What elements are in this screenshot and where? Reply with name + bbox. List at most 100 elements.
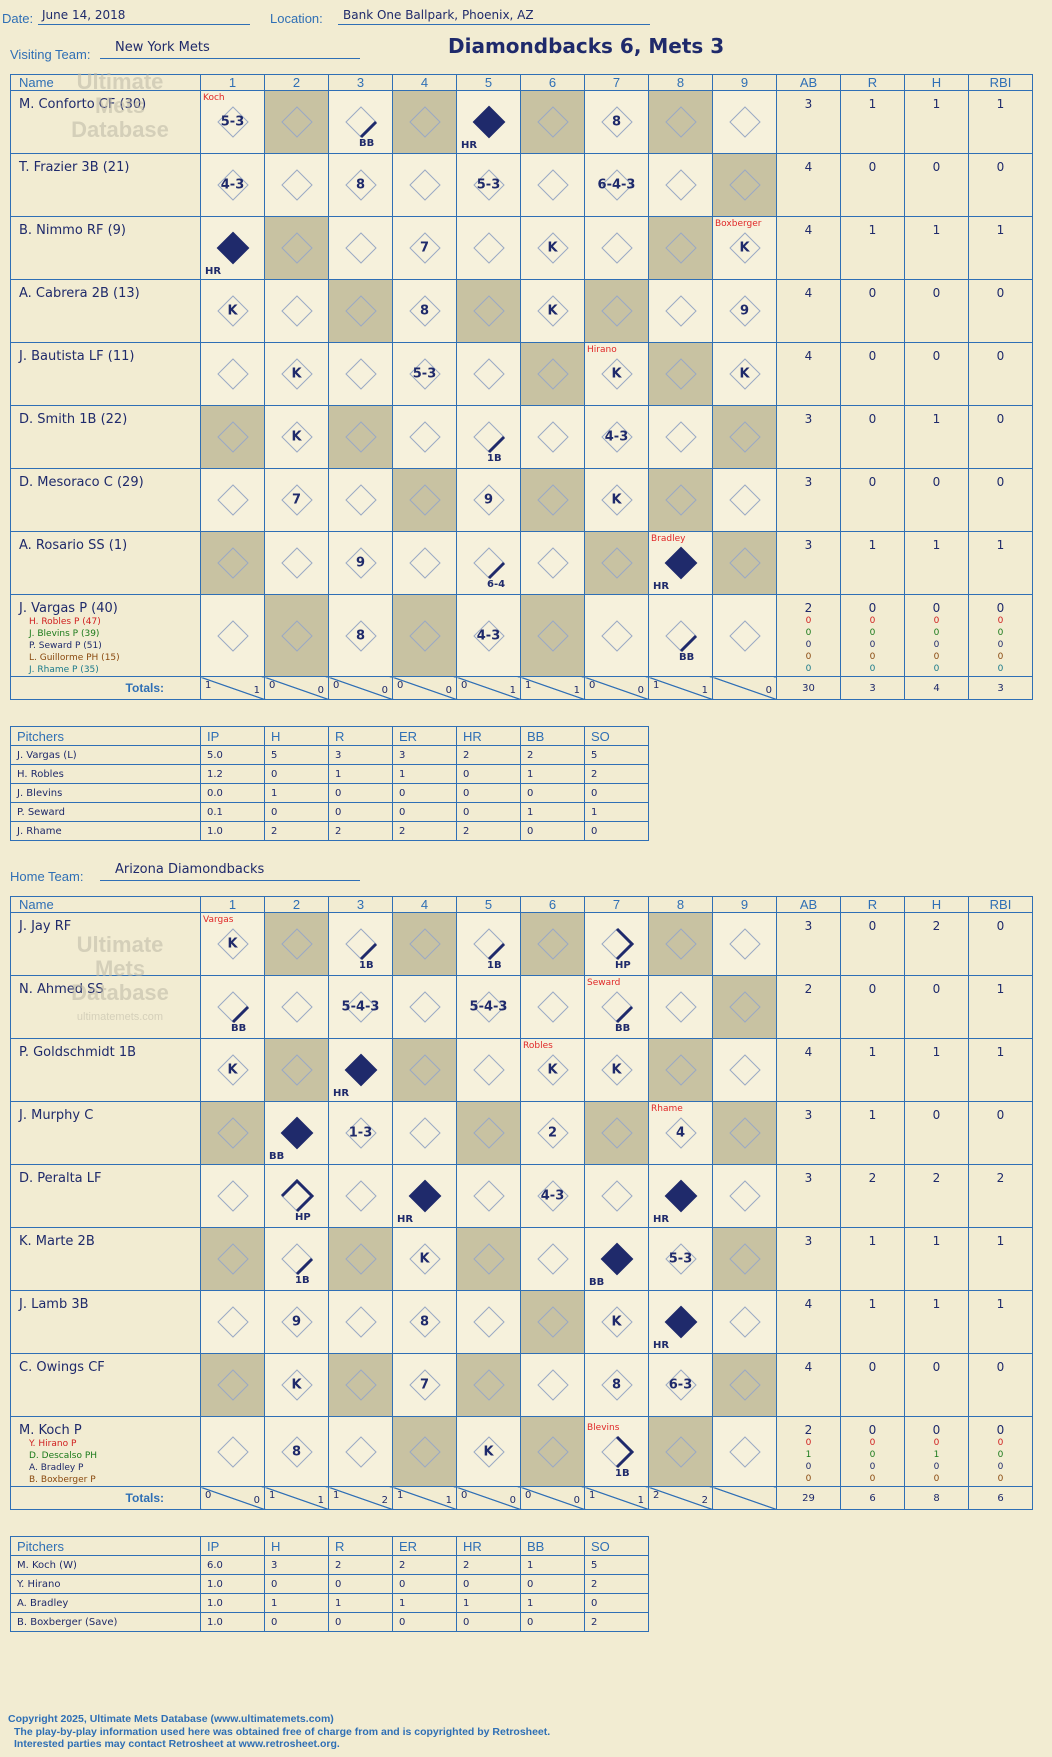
stat-value: 1 xyxy=(996,1045,1005,1059)
totals-label-cell: Totals: xyxy=(10,1486,201,1510)
stat-value: 2 xyxy=(932,919,941,933)
diamond xyxy=(728,1435,762,1469)
batter-name: P. Goldschmidt 1B xyxy=(19,1045,137,1060)
play-result: 8 xyxy=(611,114,622,130)
at-bat-cell: 5-3 Koch xyxy=(200,90,265,154)
base-diamond xyxy=(537,928,569,960)
base-diamond xyxy=(345,169,377,201)
stat-value: 4 xyxy=(804,1045,813,1059)
diamond xyxy=(472,1435,506,1469)
substitute-name: D. Descalso PH xyxy=(29,1451,98,1461)
diamond xyxy=(280,1179,314,1213)
game-headline: Diamondbacks 6, Mets 3 xyxy=(448,34,725,58)
base-diamond xyxy=(665,619,697,652)
at-bat-cell xyxy=(456,1101,521,1165)
base-diamond xyxy=(537,295,569,327)
diamond xyxy=(408,483,442,517)
diamond xyxy=(280,1368,314,1402)
stat-r: 0 xyxy=(840,405,905,469)
base-diamond xyxy=(217,106,249,138)
diamond xyxy=(408,546,442,580)
play-result: 4-3 xyxy=(604,429,629,445)
play-result: 4-3 xyxy=(220,177,245,193)
at-bat-cell xyxy=(392,90,457,154)
base-diamond xyxy=(665,169,697,201)
diamond xyxy=(216,990,250,1024)
diamond xyxy=(728,294,762,328)
watermark-line: Mets xyxy=(94,93,146,118)
at-bat-cell: HR xyxy=(328,1038,393,1102)
base-diamond xyxy=(281,1369,313,1401)
at-bat-cell xyxy=(712,1038,777,1102)
at-bat-cell xyxy=(392,468,457,532)
batter-name-cell: P. Goldschmidt 1B xyxy=(10,1038,201,1102)
at-bat-cell xyxy=(584,279,649,343)
total-stat: 30 xyxy=(776,676,841,700)
base-diamond xyxy=(601,169,633,201)
at-bat-cell xyxy=(648,1038,713,1102)
base-diamond xyxy=(281,484,313,516)
play-result: HP xyxy=(615,960,631,971)
batter-name-cell: K. Marte 2B xyxy=(10,1227,201,1291)
at-bat-cell xyxy=(520,405,585,469)
diamond xyxy=(536,990,570,1024)
diamond xyxy=(600,420,634,454)
stat-value: 0 xyxy=(996,601,1005,615)
base-diamond xyxy=(409,1243,441,1275)
sub-stat-value: 0 xyxy=(933,1474,940,1484)
sub-stat-value: 0 xyxy=(869,652,876,662)
pitching-stat: 0 xyxy=(264,764,329,784)
play-result: K xyxy=(291,429,302,445)
date-label: Date: xyxy=(2,11,34,26)
at-bat-cell: K xyxy=(456,1416,521,1487)
play-result: 1B xyxy=(487,453,502,464)
stat-value: 1 xyxy=(996,223,1005,237)
base-diamond xyxy=(665,106,697,138)
stat-value: 1 xyxy=(996,538,1005,552)
play-result: HR xyxy=(653,1340,670,1351)
at-bat-cell: K xyxy=(584,1290,649,1354)
pitching-stat: 0 xyxy=(328,802,393,822)
pitcher-row: J. Vargas (L) 5.0 5 3 3 2 2 5 xyxy=(10,745,649,765)
base-diamond xyxy=(473,619,505,652)
at-bat-cell xyxy=(264,216,329,280)
base-diamond xyxy=(473,928,505,960)
base-diamond xyxy=(409,928,441,960)
at-bat-cell: 6-3 xyxy=(648,1353,713,1417)
inning-hits: 0 xyxy=(317,685,324,696)
column-header-inning: 5 xyxy=(456,74,521,91)
diamond xyxy=(728,105,762,139)
diamond xyxy=(728,1179,762,1213)
at-bat-cell: BB xyxy=(328,90,393,154)
visiting-team-label: Visiting Team: xyxy=(10,47,91,62)
sub-stat-value: 0 xyxy=(997,1462,1004,1472)
inning-runs: 0 xyxy=(397,680,404,691)
base-diamond xyxy=(601,1369,633,1401)
base-diamond xyxy=(281,991,313,1023)
diamond xyxy=(536,1242,570,1276)
diamond xyxy=(664,1435,698,1469)
diamond xyxy=(472,546,506,580)
stat-ab: 4 xyxy=(776,279,841,343)
pitching-stat: 1 xyxy=(456,1593,521,1613)
base-diamond xyxy=(473,991,505,1023)
base-diamond xyxy=(729,991,761,1023)
base-diamond xyxy=(473,547,505,579)
stat-value: 1 xyxy=(932,1045,941,1059)
batter-name-cell: C. Owings CF xyxy=(10,1353,201,1417)
base-diamond xyxy=(409,484,441,516)
play-result: 8 xyxy=(355,628,366,643)
inning-runs: 1 xyxy=(333,1490,340,1501)
at-bat-cell: K xyxy=(264,1353,329,1417)
diamond xyxy=(728,1242,762,1276)
at-bat-cell xyxy=(712,90,777,154)
at-bat-cell xyxy=(520,912,585,976)
diamond xyxy=(600,105,634,139)
diamond xyxy=(664,105,698,139)
